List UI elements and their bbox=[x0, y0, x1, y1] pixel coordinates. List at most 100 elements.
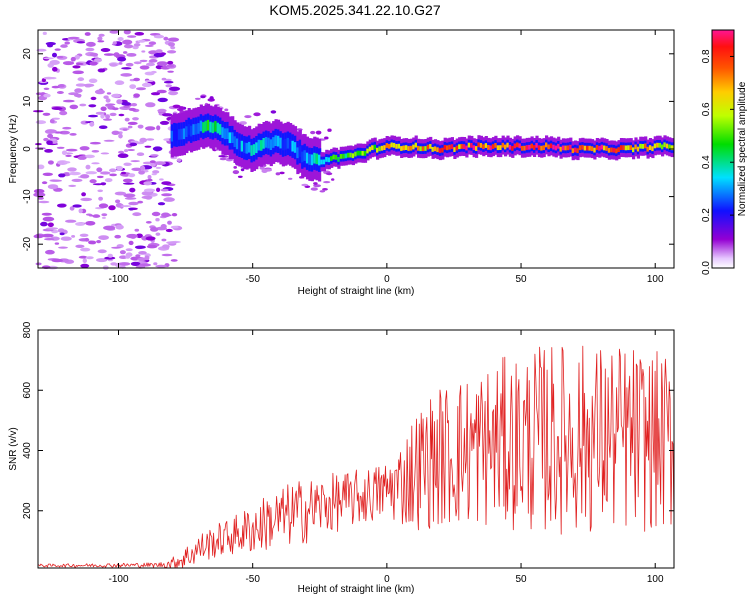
noise-blob bbox=[51, 107, 63, 110]
noise-blob bbox=[122, 39, 133, 45]
noise-blob bbox=[163, 80, 174, 84]
noise-blob bbox=[126, 53, 137, 57]
noise-blob bbox=[109, 112, 117, 117]
noise-blob bbox=[65, 219, 77, 223]
noise-blob bbox=[77, 155, 87, 160]
noise-blob bbox=[84, 32, 91, 36]
ridge-core bbox=[170, 130, 174, 142]
ridge-core bbox=[424, 146, 428, 151]
noise-blob bbox=[89, 52, 99, 57]
noise-blob bbox=[85, 256, 94, 260]
noise-blob bbox=[57, 84, 65, 88]
noise-blob bbox=[62, 61, 75, 66]
noise-blob bbox=[325, 172, 333, 176]
ridge-core bbox=[356, 150, 360, 156]
noise-blob bbox=[67, 167, 77, 172]
noise-blob bbox=[331, 178, 335, 181]
noise-blob bbox=[157, 97, 168, 103]
noise-blob bbox=[108, 205, 116, 211]
noise-blob bbox=[98, 203, 109, 209]
ridge-core bbox=[260, 140, 264, 151]
noise-blob bbox=[145, 126, 156, 131]
noise-blob bbox=[89, 61, 98, 66]
noise-blob bbox=[74, 54, 80, 60]
ridge-core bbox=[320, 159, 324, 165]
x-tick-label: 0 bbox=[384, 274, 390, 285]
noise-blob bbox=[97, 40, 105, 43]
noise-blob bbox=[49, 118, 55, 124]
noise-blob bbox=[37, 196, 44, 200]
ridge-core bbox=[458, 144, 462, 150]
noise-blob bbox=[156, 187, 161, 192]
noise-blob bbox=[129, 187, 136, 193]
noise-blob bbox=[107, 253, 113, 258]
noise-blob bbox=[124, 117, 130, 122]
ridge-core bbox=[291, 140, 295, 152]
ridge-core bbox=[651, 146, 655, 152]
ridge-core bbox=[525, 145, 529, 150]
noise-blob bbox=[69, 133, 77, 136]
noise-blob bbox=[279, 171, 285, 175]
noise-blob bbox=[132, 117, 139, 121]
noise-blob bbox=[97, 36, 103, 41]
noise-blob bbox=[130, 103, 138, 107]
noise-blob bbox=[124, 149, 129, 153]
ridge-core bbox=[417, 145, 421, 151]
ridge-core bbox=[646, 146, 650, 152]
snr-frame bbox=[37, 329, 675, 569]
noise-blob bbox=[327, 128, 332, 132]
ridge-core bbox=[402, 145, 406, 151]
noise-blob bbox=[103, 95, 109, 99]
ridge-core bbox=[520, 145, 525, 151]
noise-blob bbox=[122, 178, 133, 183]
ridge-core bbox=[576, 148, 580, 154]
noise-blob bbox=[75, 244, 85, 248]
noise-blob bbox=[101, 216, 106, 219]
ridge-core bbox=[533, 145, 537, 150]
ridge-core bbox=[419, 146, 423, 152]
noise-blob bbox=[155, 232, 161, 236]
noise-blob bbox=[43, 76, 54, 80]
ridge-core bbox=[276, 135, 281, 147]
noise-blob bbox=[97, 189, 103, 193]
noise-blob bbox=[136, 233, 143, 239]
ridge-core bbox=[366, 148, 370, 154]
noise-blob bbox=[80, 174, 90, 179]
ridge-core bbox=[274, 135, 278, 146]
noise-blob bbox=[130, 160, 140, 163]
noise-blob bbox=[65, 154, 72, 157]
ridge-core bbox=[571, 148, 575, 154]
noise-blob bbox=[84, 154, 95, 159]
ridge-core bbox=[339, 154, 343, 159]
ridge-core bbox=[192, 124, 196, 135]
colorbar-tick-label: 0.4 bbox=[701, 155, 712, 169]
noise-blob bbox=[127, 125, 133, 129]
noise-blob bbox=[43, 87, 50, 91]
noise-blob bbox=[130, 261, 141, 266]
noise-blob bbox=[105, 103, 116, 106]
noise-blob bbox=[155, 49, 163, 53]
ridge-core bbox=[629, 145, 633, 150]
noise-blob bbox=[144, 80, 154, 82]
ridge-core bbox=[612, 147, 616, 153]
noise-blob bbox=[233, 166, 237, 169]
ridge-core bbox=[185, 126, 189, 137]
noise-blob bbox=[134, 245, 146, 249]
noise-blob bbox=[100, 171, 111, 175]
ridge-core bbox=[383, 145, 387, 150]
noise-blob bbox=[122, 128, 128, 131]
noise-blob bbox=[264, 168, 272, 172]
ridge-core bbox=[231, 132, 235, 143]
ridge-core bbox=[477, 142, 481, 148]
ridge-core bbox=[361, 150, 365, 156]
ridge-core bbox=[199, 120, 203, 132]
ridge-core bbox=[552, 144, 556, 150]
noise-blob bbox=[118, 113, 125, 117]
noise-blob bbox=[128, 201, 139, 206]
noise-blob bbox=[110, 262, 118, 266]
noise-blob bbox=[135, 254, 141, 258]
ridge-core bbox=[223, 128, 227, 140]
snr-panel: -100 -50 0 50 100 200 400 600 800 Height of stra… bbox=[8, 321, 675, 595]
ridge-core bbox=[557, 143, 561, 149]
noise-blob bbox=[42, 172, 53, 176]
